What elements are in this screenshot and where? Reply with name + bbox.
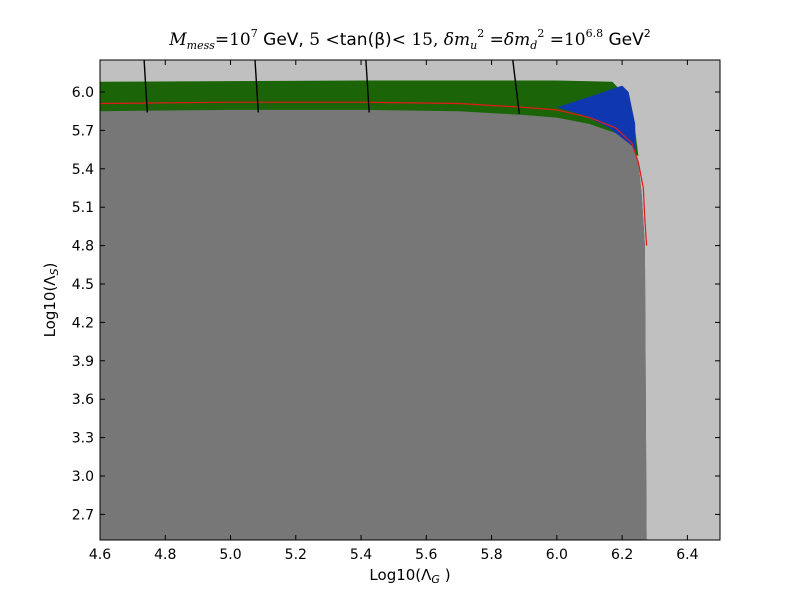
x-axis-label: Log10(ΛG ) — [369, 566, 450, 586]
axis-ticks: 4.6 4.8 5.0 5.2 5.4 5.6 5.8 6.0 6.2 6.4 2.7 3.0 3.3 3… — [72, 60, 720, 563]
plot-regions — [100, 60, 720, 540]
excluded-region — [100, 109, 647, 540]
blue-region — [556, 85, 636, 150]
black-contour-4 — [512, 60, 520, 114]
y-tick-label: 5.7 — [72, 123, 94, 139]
x-tick-label: 6.0 — [546, 547, 568, 563]
x-tick-label: 4.6 — [89, 547, 111, 563]
black-contour-1 — [143, 60, 148, 113]
plot-area — [99, 59, 721, 541]
chart-title: Mmess=107 GeV, 5 <tan(β)< 15, δmu2 =δmd2… — [168, 27, 651, 52]
black-contour-2 — [254, 60, 259, 113]
y-tick-label: 4.5 — [72, 277, 94, 293]
y-tick-label: 4.2 — [72, 315, 94, 331]
plot-frame — [99, 59, 721, 541]
black-contour-3 — [365, 60, 370, 113]
y-axis-label: Log10(ΛS) — [41, 263, 61, 338]
y-tick-label: 3.9 — [72, 354, 94, 370]
x-tick-label: 5.6 — [415, 547, 437, 563]
x-tick-label: 4.8 — [154, 547, 176, 563]
x-tick-label: 5.8 — [480, 547, 502, 563]
x-tick-label: 5.0 — [219, 547, 241, 563]
x-tick-label: 6.2 — [611, 547, 633, 563]
x-tick-label: 6.4 — [676, 547, 698, 563]
y-tick-label: 3.3 — [72, 431, 94, 447]
red-contour — [100, 101, 648, 246]
y-tick-label: 3.0 — [72, 469, 94, 485]
x-tick-label: 5.4 — [350, 547, 372, 563]
y-tick-label: 6.0 — [72, 85, 94, 101]
y-tick-label: 3.6 — [72, 392, 94, 408]
y-tick-label: 2.7 — [72, 507, 94, 523]
x-tick-label: 5.2 — [285, 547, 307, 563]
y-tick-label: 5.4 — [72, 162, 94, 178]
y-tick-label: 4.8 — [72, 239, 94, 255]
y-tick-label: 5.1 — [72, 200, 94, 216]
